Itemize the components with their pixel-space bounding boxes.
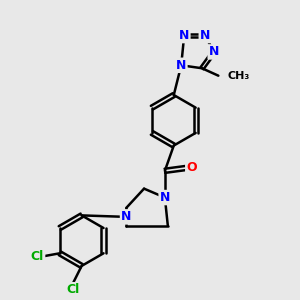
Text: Cl: Cl	[31, 250, 44, 263]
Text: CH₃: CH₃	[227, 71, 250, 81]
Text: Cl: Cl	[66, 283, 79, 296]
Text: N: N	[200, 29, 210, 42]
Text: N: N	[160, 191, 170, 204]
Text: N: N	[179, 29, 189, 42]
Text: N: N	[121, 210, 131, 224]
Text: N: N	[176, 59, 186, 72]
Text: N: N	[209, 45, 219, 58]
Text: O: O	[186, 161, 197, 174]
